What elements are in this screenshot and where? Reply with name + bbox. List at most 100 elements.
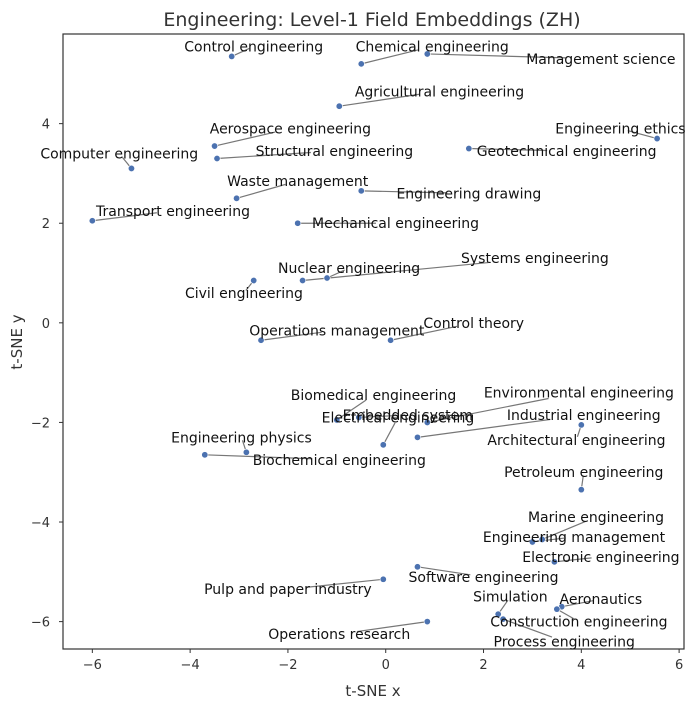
point-environmental-engineering bbox=[423, 418, 431, 426]
point-engineering-ethics bbox=[653, 135, 661, 143]
chart-title: Engineering: Level-1 Field Embeddings (Z… bbox=[163, 9, 580, 31]
point-label-systems-engineering: Systems engineering bbox=[461, 251, 609, 267]
point-label-electronic-engineering: Electronic engineering bbox=[522, 550, 679, 566]
leader-line-environmental-engineering bbox=[427, 397, 549, 424]
point-label-biomedical-engineering: Biomedical engineering bbox=[291, 388, 456, 404]
point-label-biochemical-engineering: Biochemical engineering bbox=[253, 453, 426, 469]
point-label-electrical-engineering: Electrical engineering bbox=[322, 410, 475, 426]
point-operations-management bbox=[257, 336, 265, 344]
point-label-chemical-engineering: Chemical engineering bbox=[356, 39, 509, 55]
y-axis-label: t-SNE y bbox=[8, 314, 26, 369]
leader-line-transport-engineering bbox=[92, 212, 157, 222]
point-process-engineering bbox=[499, 615, 507, 623]
leader-line-aerospace-engineering bbox=[214, 131, 276, 147]
plot-area-frame bbox=[62, 33, 685, 650]
leader-line-engineering-drawing bbox=[361, 190, 448, 194]
leader-line-agricultural-engineering bbox=[339, 93, 420, 107]
point-label-industrial-engineering: Industrial engineering bbox=[507, 408, 661, 424]
point-petroleum-engineering bbox=[577, 486, 585, 494]
leader-line-embedded-system bbox=[358, 414, 398, 419]
point-software-engineering bbox=[414, 563, 422, 571]
point-label-engineering-ethics: Engineering ethics bbox=[555, 122, 685, 138]
point-waste-management bbox=[233, 194, 241, 202]
point-label-control-engineering: Control engineering bbox=[184, 39, 323, 55]
point-electrical-engineering bbox=[379, 441, 387, 449]
y-tick-label: 2 bbox=[42, 217, 50, 232]
point-label-software-engineering: Software engineering bbox=[409, 570, 559, 586]
point-structural-engineering bbox=[213, 154, 221, 162]
point-engineering-physics bbox=[242, 448, 250, 456]
x-tick-label: 0 bbox=[382, 658, 390, 673]
leader-line-control-theory bbox=[390, 325, 458, 341]
point-mechanical-engineering bbox=[294, 219, 302, 227]
point-label-aeronautics: Aeronautics bbox=[560, 592, 643, 608]
point-computer-engineering bbox=[127, 164, 135, 172]
point-biochemical-engineering bbox=[201, 451, 209, 459]
leader-line-industrial-engineering bbox=[417, 418, 551, 438]
point-control-engineering bbox=[228, 52, 236, 60]
x-tick-label: 6 bbox=[675, 658, 683, 673]
point-systems-engineering bbox=[299, 276, 307, 284]
leader-line-waste-management bbox=[236, 183, 286, 199]
point-control-theory bbox=[387, 336, 395, 344]
x-tick-label: −4 bbox=[181, 658, 200, 673]
point-embedded-system bbox=[355, 413, 363, 421]
point-management-science bbox=[423, 50, 431, 58]
point-biomedical-engineering bbox=[333, 416, 341, 424]
leader-line-marine-engineering bbox=[541, 520, 586, 540]
point-label-geotechnical-engineering: Geotechnical engineering bbox=[477, 144, 657, 160]
leader-line-operations-research bbox=[356, 621, 428, 633]
point-label-architectural-engineering: Architectural engineering bbox=[487, 433, 665, 449]
x-tick-label: 4 bbox=[577, 658, 585, 673]
point-simulation bbox=[494, 610, 502, 618]
point-label-transport-engineering: Transport engineering bbox=[95, 204, 250, 220]
leader-line-pulp-and-paper-industry bbox=[306, 578, 384, 588]
label-leader-lines bbox=[92, 47, 658, 638]
point-label-embedded-system: Embedded system bbox=[343, 408, 473, 424]
point-label-civil-engineering: Civil engineering bbox=[185, 286, 303, 302]
leader-line-geotechnical-engineering bbox=[468, 147, 548, 152]
point-label-marine-engineering: Marine engineering bbox=[528, 510, 664, 526]
point-chemical-engineering bbox=[357, 60, 365, 68]
point-label-mechanical-engineering: Mechanical engineering bbox=[312, 216, 479, 232]
leader-line-engineering-ethics bbox=[627, 130, 658, 140]
point-civil-engineering bbox=[250, 276, 258, 284]
leader-line-operations-management bbox=[260, 331, 322, 341]
leader-line-chemical-engineering bbox=[361, 49, 419, 65]
x-axis-label: t-SNE x bbox=[345, 682, 400, 700]
leader-line-process-engineering bbox=[502, 618, 553, 638]
y-tick-label: −4 bbox=[31, 516, 50, 531]
point-construction-engineering bbox=[553, 605, 561, 613]
data-points bbox=[88, 50, 661, 626]
point-architectural-engineering bbox=[577, 421, 585, 429]
leader-line-aeronautics bbox=[561, 600, 594, 608]
y-tick-label: 0 bbox=[42, 317, 50, 332]
leader-line-biomedical-engineering bbox=[336, 399, 367, 421]
x-tick-label: −6 bbox=[83, 658, 102, 673]
point-label-aerospace-engineering: Aerospace engineering bbox=[210, 122, 371, 138]
leader-line-electrical-engineering bbox=[382, 422, 396, 446]
point-label-construction-engineering: Construction engineering bbox=[490, 615, 667, 631]
point-label-computer-engineering: Computer engineering bbox=[40, 147, 198, 163]
point-label-engineering-drawing: Engineering drawing bbox=[396, 186, 541, 202]
point-electronic-engineering bbox=[550, 558, 558, 566]
point-nuclear-engineering bbox=[323, 274, 331, 282]
point-geotechnical-engineering bbox=[465, 145, 473, 153]
point-operations-research bbox=[423, 618, 431, 626]
point-label-management-science: Management science bbox=[526, 52, 675, 68]
point-label-pulp-and-paper-industry: Pulp and paper industry bbox=[204, 582, 372, 598]
point-transport-engineering bbox=[88, 217, 96, 225]
point-aerospace-engineering bbox=[211, 142, 219, 150]
leader-line-electronic-engineering bbox=[554, 557, 592, 563]
point-label-simulation: Simulation bbox=[473, 590, 548, 606]
point-industrial-engineering bbox=[414, 433, 422, 441]
point-label-structural-engineering: Structural engineering bbox=[256, 144, 414, 160]
point-label-waste-management: Waste management bbox=[227, 174, 369, 190]
point-label-engineering-management: Engineering management bbox=[483, 530, 666, 546]
leader-line-software-engineering bbox=[417, 566, 471, 576]
y-tick-label: 4 bbox=[42, 118, 50, 133]
y-axis: −6 −4 −2 0 2 4 bbox=[31, 118, 63, 631]
point-label-agricultural-engineering: Agricultural engineering bbox=[355, 84, 524, 100]
point-marine-engineering bbox=[538, 535, 546, 543]
